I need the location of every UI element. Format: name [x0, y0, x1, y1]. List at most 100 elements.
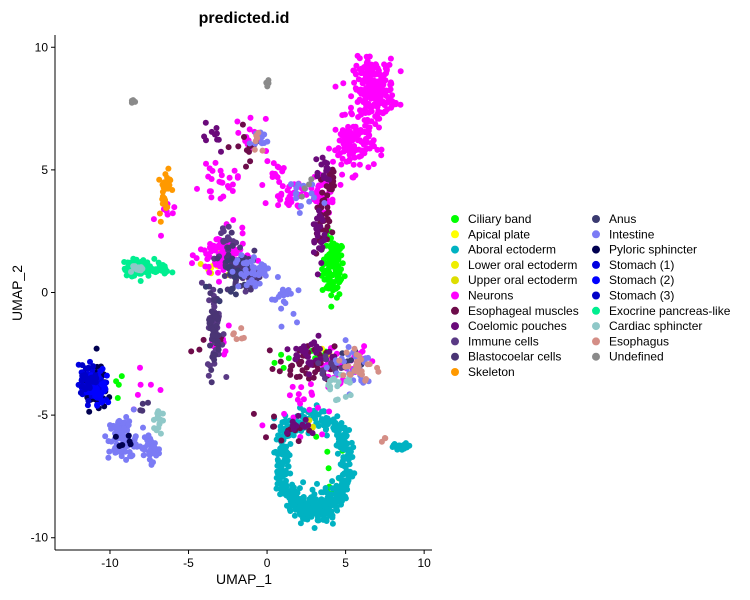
data-point: [105, 438, 112, 445]
data-point: [276, 179, 283, 185]
data-point: [206, 165, 213, 172]
data-point: [278, 437, 285, 444]
data-point: [208, 308, 215, 315]
data-point: [391, 441, 398, 447]
data-point: [327, 383, 334, 390]
data-point: [315, 411, 322, 418]
data-point: [340, 358, 347, 365]
data-point: [340, 80, 347, 87]
data-point: [156, 210, 163, 217]
data-point: [238, 252, 245, 259]
data-point: [247, 158, 254, 165]
data-point: [348, 109, 355, 116]
data-point: [368, 140, 375, 147]
data-point: [324, 216, 331, 222]
data-point: [318, 497, 325, 504]
data-point: [379, 100, 385, 107]
data-point: [234, 174, 241, 181]
data-point: [351, 345, 358, 352]
data-point: [216, 298, 223, 305]
data-point: [146, 451, 153, 458]
data-point: [326, 512, 333, 519]
data-point: [298, 193, 305, 200]
data-point: [247, 114, 254, 121]
data-point: [354, 368, 361, 375]
legend-label: Cardiac sphincter: [609, 319, 702, 333]
data-point: [205, 372, 212, 379]
data-point: [235, 143, 242, 150]
data-point: [262, 200, 269, 207]
data-point: [306, 198, 313, 205]
data-point: [323, 275, 330, 282]
data-point: [256, 280, 263, 287]
data-point: [319, 189, 326, 196]
data-point: [213, 322, 220, 329]
data-point: [361, 117, 368, 124]
data-point: [229, 255, 236, 262]
data-point: [388, 97, 395, 104]
data-point: [208, 379, 215, 386]
data-point: [318, 489, 325, 496]
legend-item: Cardiac sphincter: [592, 319, 702, 333]
data-point: [259, 147, 266, 154]
data-point: [321, 231, 328, 238]
data-point: [343, 427, 350, 434]
data-point: [347, 371, 354, 378]
data-point: [273, 173, 280, 179]
data-point: [298, 384, 305, 391]
data-point: [230, 330, 237, 337]
data-point: [135, 264, 142, 271]
data-point: [299, 348, 306, 355]
legend-item: Apical plate: [451, 227, 530, 241]
data-point: [276, 476, 283, 483]
data-point: [215, 346, 222, 353]
data-point: [161, 263, 168, 270]
data-point: [206, 269, 213, 276]
data-point: [209, 326, 216, 333]
data-point: [231, 167, 238, 174]
legend-item: Exocrine pancreas-like: [592, 304, 731, 318]
data-point: [279, 467, 286, 474]
data-point: [273, 485, 280, 492]
data-point: [169, 269, 176, 276]
x-axis-title: UMAP_1: [216, 571, 272, 587]
data-point: [224, 183, 231, 189]
data-point: [226, 174, 233, 181]
data-point: [401, 445, 408, 452]
data-point: [148, 461, 155, 468]
data-point: [169, 210, 176, 217]
data-point: [238, 325, 245, 332]
data-point: [229, 268, 236, 275]
data-point: [301, 423, 308, 430]
data-point: [334, 507, 341, 514]
legend-swatch: [592, 260, 600, 269]
data-point: [287, 470, 294, 477]
data-point: [323, 518, 330, 524]
data-point: [288, 181, 294, 188]
data-point: [328, 498, 335, 505]
legend-label: Apical plate: [468, 227, 530, 241]
data-point: [105, 454, 112, 461]
data-point: [295, 181, 302, 187]
data-point: [329, 520, 336, 527]
series-cardiac-sphincter: [128, 263, 354, 437]
y-tick-label: 0: [41, 286, 48, 300]
data-point: [93, 345, 100, 352]
data-point: [323, 211, 330, 218]
data-point: [271, 423, 278, 430]
data-point: [295, 287, 302, 294]
data-point: [300, 396, 307, 403]
data-point: [322, 502, 329, 509]
data-point: [112, 433, 119, 440]
data-point: [137, 364, 143, 371]
data-point: [158, 232, 164, 239]
data-point: [374, 146, 381, 153]
data-point: [249, 258, 256, 264]
legend-swatch: [451, 260, 459, 269]
data-point: [93, 375, 100, 382]
data-point: [314, 480, 320, 487]
legend-label: Exocrine pancreas-like: [609, 304, 731, 318]
data-point: [229, 181, 236, 188]
data-point: [286, 193, 293, 200]
legend-swatch: [451, 230, 459, 239]
